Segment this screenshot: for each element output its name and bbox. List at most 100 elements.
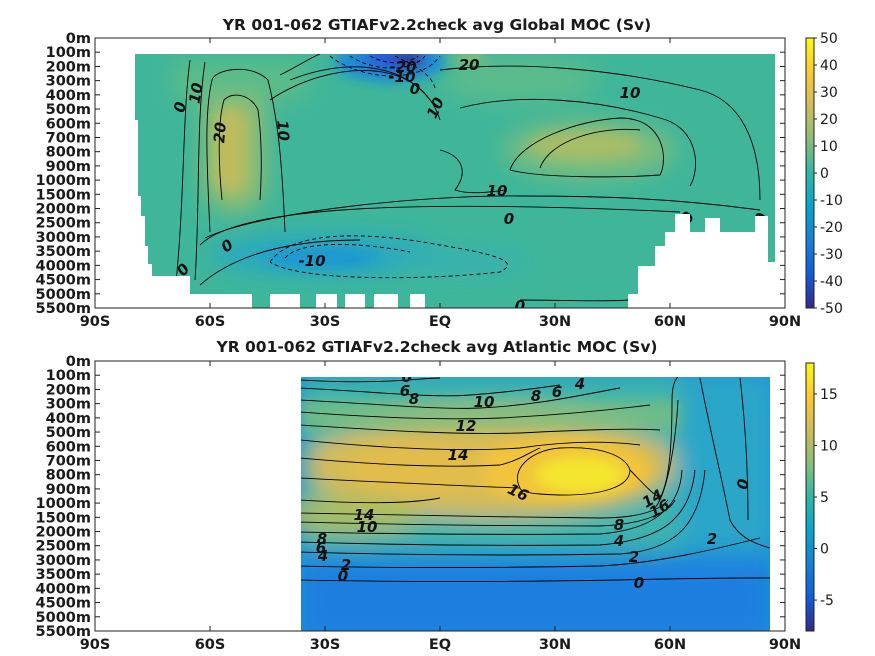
atlantic-contour-label: 6 xyxy=(552,383,562,401)
colorbar-tick-label: 10 xyxy=(820,139,838,155)
x-tick-label: 60N xyxy=(654,637,686,653)
y-tick-label: 2500m xyxy=(36,539,91,555)
colorbar-tick-label: 0 xyxy=(820,166,829,182)
x-tick-label: 90S xyxy=(80,314,111,330)
global-contour-label: 10 xyxy=(620,84,641,102)
atlantic-contour-label: 12 xyxy=(456,417,477,435)
atlantic-contour-label: 10 xyxy=(357,518,378,536)
atlantic-colorbar-ticks: 15 10 5 0 -5 xyxy=(814,387,838,609)
y-tick-label: 1500m xyxy=(36,510,91,526)
colorbar-tick-label: -5 xyxy=(820,593,834,609)
global-colorbar-ticks: 50 40 30 20 10 0 -10 -20 -30 -40 -50 xyxy=(814,31,843,317)
global-contour-label: 10 xyxy=(487,182,508,200)
x-tick-label: EQ xyxy=(429,314,451,330)
x-tick-label: 60S xyxy=(195,314,226,330)
global-contour-label: 10 xyxy=(273,119,293,141)
atlantic-contour-label: 0 xyxy=(338,567,348,585)
colorbar-tick-label: -30 xyxy=(820,247,843,263)
y-tick-label: 400m xyxy=(46,411,91,427)
x-tick-label: 30S xyxy=(310,314,341,330)
y-tick-label: 200m xyxy=(46,59,91,75)
y-tick-label: 5000m xyxy=(36,610,91,626)
x-tick-label: 30S xyxy=(310,637,341,653)
atlantic-contour-label: 2 xyxy=(629,548,639,566)
y-tick-label: 900m xyxy=(46,159,91,175)
colorbar-tick-label: -20 xyxy=(820,220,843,236)
atlantic-contour-label: 2 xyxy=(341,556,351,574)
y-tick-label: 3500m xyxy=(36,244,91,260)
y-tick-label: 5000m xyxy=(36,287,91,303)
colorbar-tick-label: 0 xyxy=(820,542,829,558)
atlantic-contour-label: 0 xyxy=(733,477,753,490)
colorbar-tick-label: 20 xyxy=(820,112,838,128)
x-tick-label: EQ xyxy=(429,637,451,653)
atlantic-moc-x-axis: 90S 60S 30S EQ 30N 60N 90N xyxy=(80,361,801,653)
atlantic-moc-field: 0 6 8 4 6 8 10 12 14 16 14 16 14 10 8 6 … xyxy=(301,368,770,631)
colorbar-tick-label: 5 xyxy=(820,490,829,506)
y-tick-label: 4500m xyxy=(36,273,91,289)
atlantic-contour-label: 10 xyxy=(474,393,495,411)
x-tick-label: 30N xyxy=(539,314,571,330)
colorbar-tick-label: 50 xyxy=(820,31,838,47)
atlantic-contour-label: 4 xyxy=(574,375,585,393)
y-tick-label: 1500m xyxy=(36,187,91,203)
global-contour-label: -10 xyxy=(388,68,415,86)
y-tick-label: 2500m xyxy=(36,216,91,232)
y-tick-label: 4000m xyxy=(36,581,91,597)
x-tick-label: 60N xyxy=(654,314,686,330)
y-tick-label: 4500m xyxy=(36,596,91,612)
y-tick-label: 300m xyxy=(46,397,91,413)
x-tick-label: 90S xyxy=(80,637,111,653)
global-contour-label: 0 xyxy=(504,210,514,228)
global-moc-field: -20 -10 0 20 10 0 10 20 10 10 0 0 0 0 -1… xyxy=(135,54,775,308)
x-tick-label: 90N xyxy=(769,314,801,330)
atlantic-contour-label: 4 xyxy=(613,532,624,550)
global-moc-y-axis: 0m100m200m300m400m500m600m700m800m900m10… xyxy=(36,31,785,317)
y-tick-label: 400m xyxy=(46,88,91,104)
atlantic-contour-label: 6 xyxy=(316,539,326,557)
atlantic-contour-label: 14 xyxy=(448,446,469,464)
global-contour-label: 0 xyxy=(170,100,190,113)
x-tick-label: 90N xyxy=(769,637,801,653)
y-tick-label: 600m xyxy=(46,439,91,455)
atlantic-contour-label: 14 xyxy=(354,506,375,524)
y-tick-label: 0m xyxy=(66,354,91,370)
atlantic-contour-label: 8 xyxy=(614,516,624,534)
global-contour-label: 10 xyxy=(185,81,206,105)
colorbar-tick-label: -10 xyxy=(820,193,843,209)
y-tick-label: 2000m xyxy=(36,525,91,541)
y-tick-label: 700m xyxy=(46,453,91,469)
global-contour-label: -10 xyxy=(298,252,325,270)
colorbar-tick-label: 30 xyxy=(820,85,838,101)
y-tick-label: 1000m xyxy=(36,173,91,189)
atlantic-contour-label: 0 xyxy=(402,368,412,386)
y-tick-label: 200m xyxy=(46,382,91,398)
global-moc-title: YR 001-062 GTIAFv2.2check avg Global MOC… xyxy=(222,16,651,34)
global-colorbar-gradient xyxy=(805,37,815,309)
colorbar-tick-label: 10 xyxy=(820,438,838,454)
atlantic-moc-colorbar: 15 10 5 0 -5 xyxy=(805,362,838,632)
y-tick-label: 900m xyxy=(46,482,91,498)
global-contour-label: 0 xyxy=(410,80,420,98)
atlantic-contour-label: 0 xyxy=(634,574,644,592)
atlantic-moc-title: YR 001-062 GTIAFv2.2check avg Atlantic M… xyxy=(215,338,657,356)
y-tick-label: 500m xyxy=(46,102,91,118)
y-tick-label: 1000m xyxy=(36,496,91,512)
colorbar-tick-label: -50 xyxy=(820,301,843,317)
y-tick-label: 5500m xyxy=(36,624,91,640)
y-tick-label: 5500m xyxy=(36,301,91,317)
atlantic-contour-label: 2 xyxy=(707,530,717,548)
y-tick-label: 3000m xyxy=(36,230,91,246)
atlantic-colorbar-gradient xyxy=(805,362,815,632)
y-tick-label: 800m xyxy=(46,468,91,484)
global-moc-colorbar: 50 40 30 20 10 0 -10 -20 -30 -40 -50 xyxy=(805,31,843,317)
global-moc-x-axis: 90S 60S 30S EQ 30N 60N 90N xyxy=(80,38,801,330)
colorbar-tick-label: 15 xyxy=(820,387,838,403)
colorbar-tick-label: 40 xyxy=(820,58,838,74)
y-tick-label: 4000m xyxy=(36,258,91,274)
y-tick-label: 300m xyxy=(46,74,91,90)
y-tick-label: 0m xyxy=(66,31,91,47)
atlantic-contour-label: 6 xyxy=(400,382,410,400)
atlantic-contour-label: 8 xyxy=(409,390,419,408)
y-tick-label: 500m xyxy=(46,425,91,441)
